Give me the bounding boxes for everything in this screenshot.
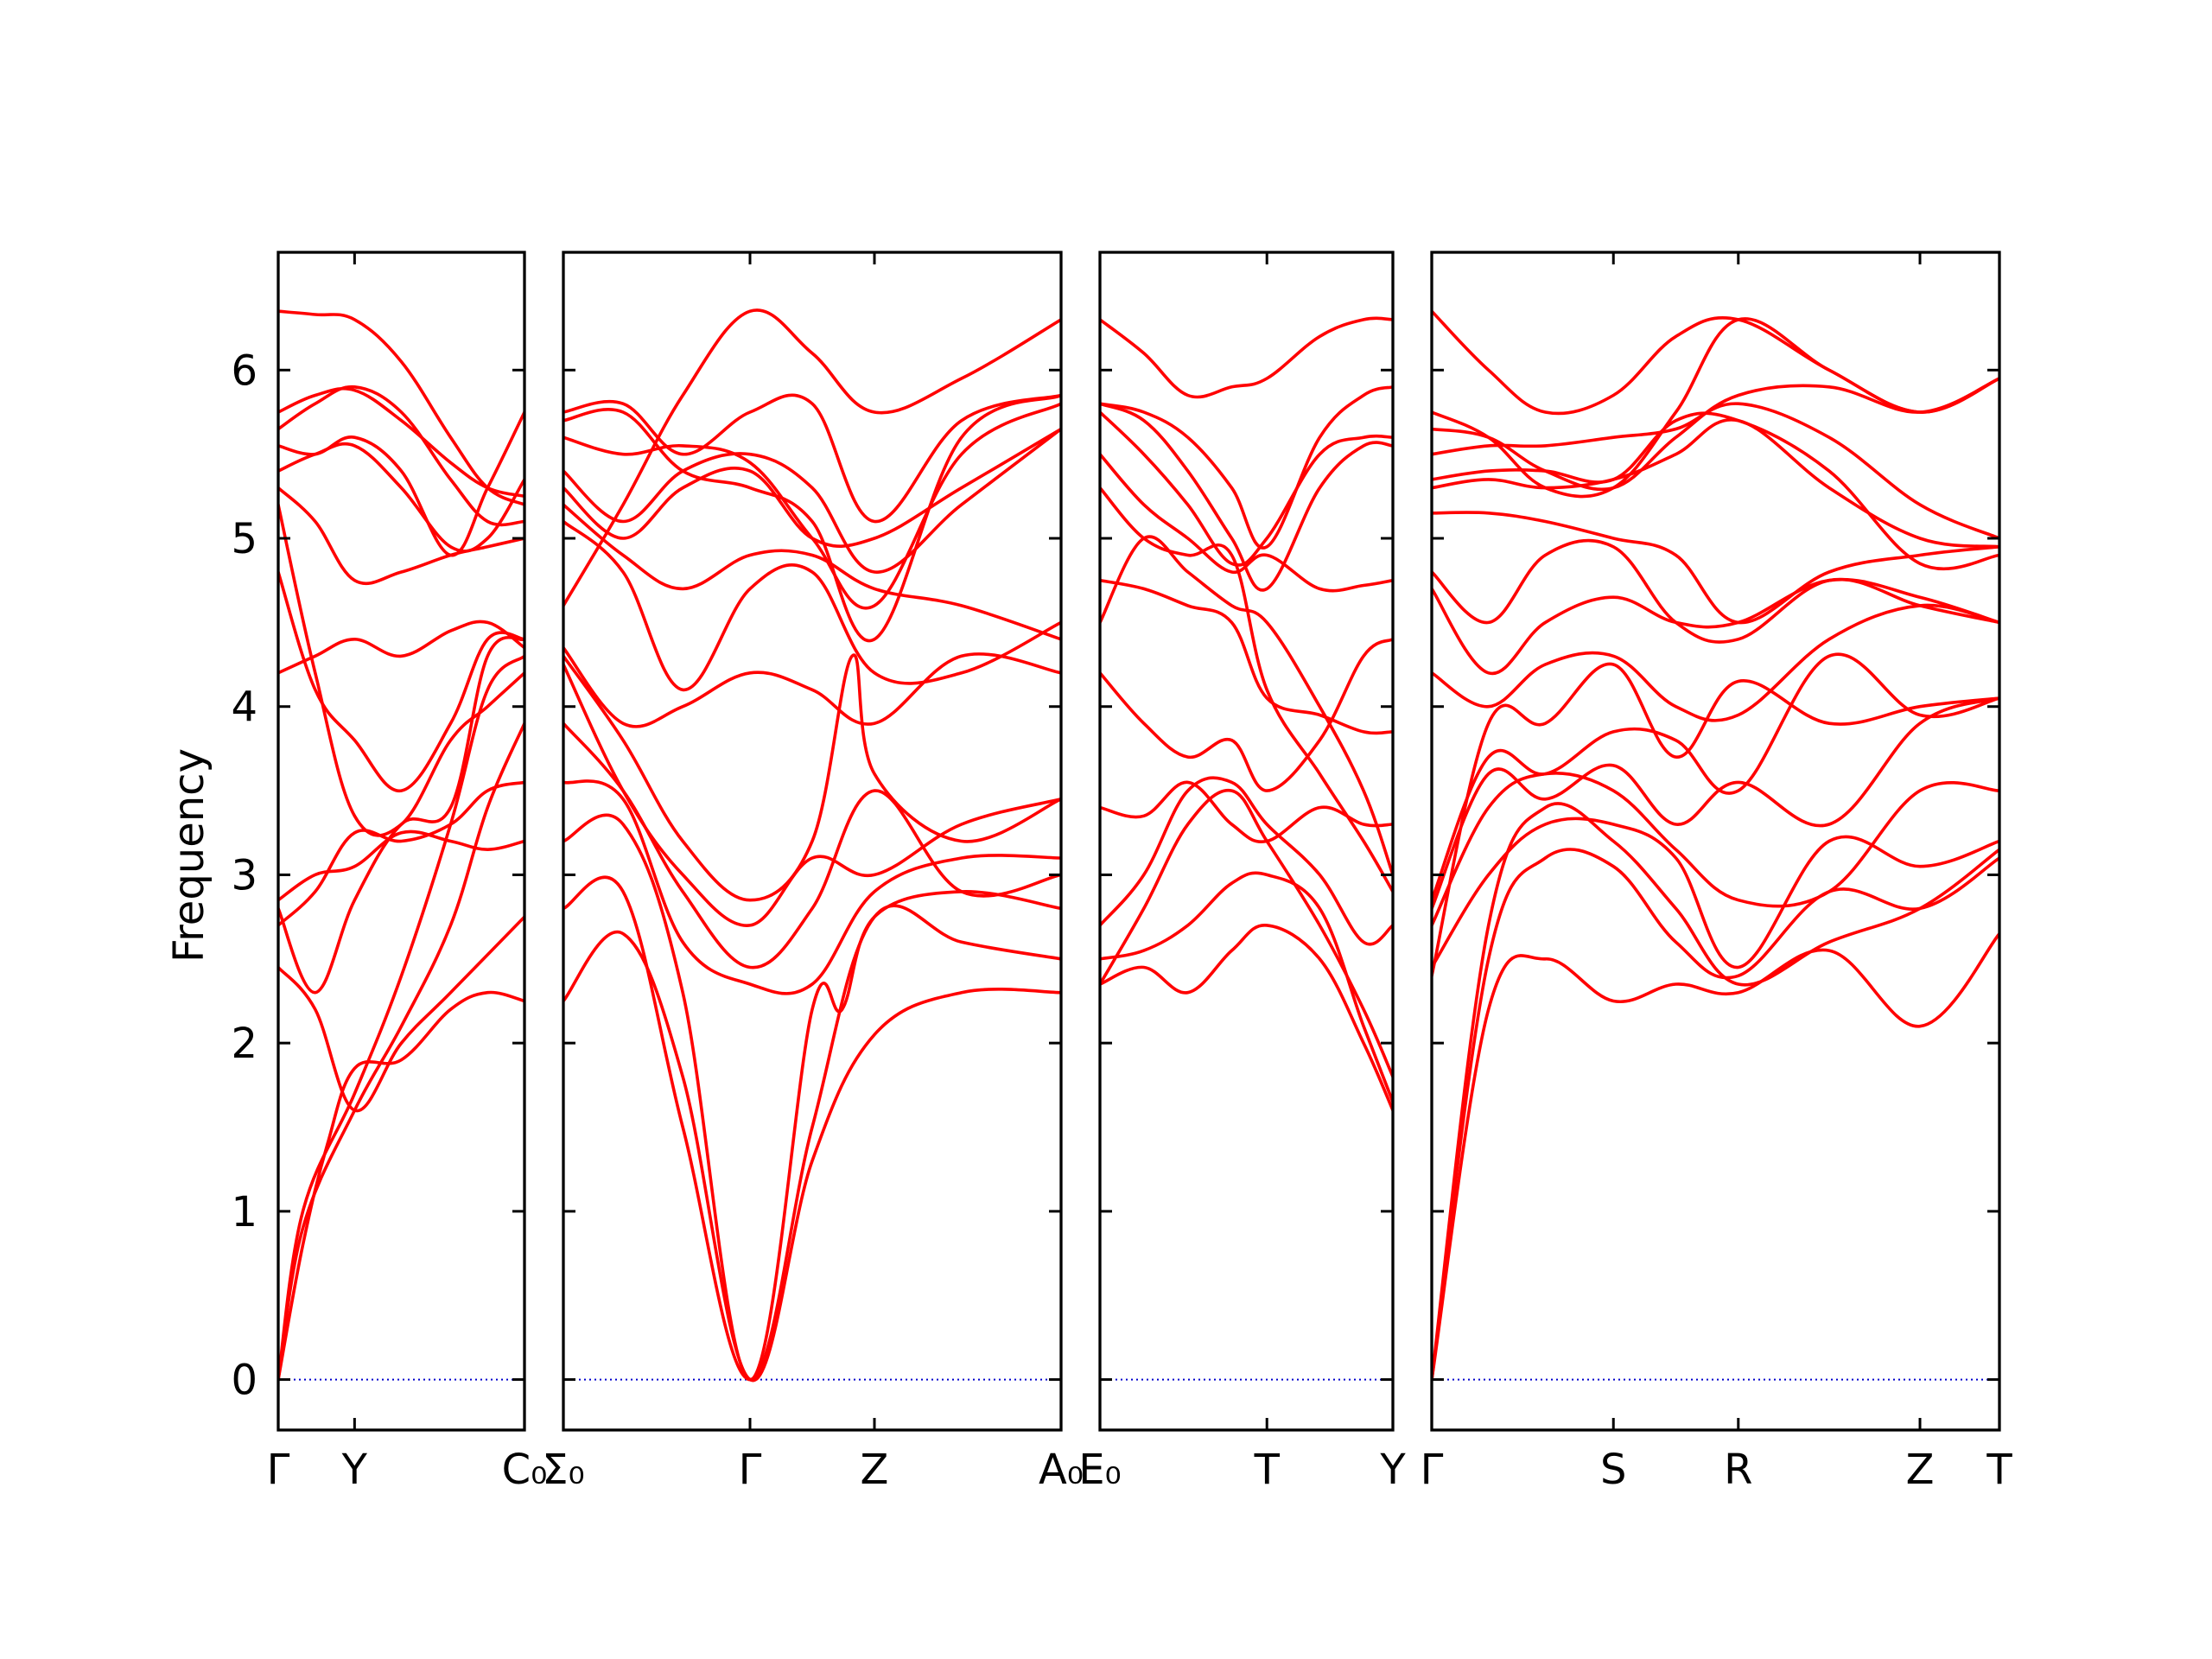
band-line-1-3 [278, 990, 524, 1382]
band-line-2-10 [563, 503, 1061, 641]
band-line-2-1 [563, 930, 1061, 1382]
panel-2-bands [563, 308, 1061, 1382]
band-line-2-8 [563, 645, 1061, 728]
panel-2-frame [562, 251, 1063, 1432]
panel-1-bands [278, 309, 524, 1382]
y-tick-label: 0 [231, 1357, 257, 1405]
panel-3-frame [1098, 251, 1395, 1432]
band-line-2-14 [563, 393, 1061, 643]
band-line-1-2 [278, 654, 524, 1382]
y-tick-label: 6 [231, 346, 257, 395]
band-line-2-3 [563, 813, 1061, 1382]
x-tick-label: R [1724, 1446, 1752, 1494]
band-line-4-8 [1432, 662, 1999, 978]
x-tick-label: A₀ [1039, 1446, 1084, 1494]
band-line-4-9 [1432, 603, 1999, 722]
panel-3-bands [1100, 316, 1393, 1381]
band-line-3-12 [1100, 402, 1393, 592]
band-line-2-13 [563, 402, 1061, 610]
band-line-1-7 [278, 830, 524, 902]
band-line-4-6 [1432, 696, 1999, 911]
x-tick-label: Z [1906, 1446, 1935, 1494]
band-line-1-8 [278, 620, 524, 675]
band-line-4-7 [1432, 652, 1999, 902]
band-line-1-9 [278, 570, 524, 792]
band-line-3-6 [1100, 638, 1393, 792]
band-line-1-14 [278, 385, 524, 527]
band-line-4-2 [1432, 848, 1999, 1382]
band-line-4-4 [1432, 817, 1999, 969]
band-line-1-11 [278, 486, 524, 586]
bands-layer [278, 308, 1999, 1382]
x-tick-label: Y [1379, 1446, 1406, 1494]
band-line-4-15 [1432, 402, 1999, 540]
y-tick-label: 3 [231, 851, 257, 899]
band-line-3-2 [1100, 871, 1393, 1104]
band-line-1-6 [278, 780, 524, 927]
band-line-3-4 [1100, 776, 1393, 946]
band-line-2-2 [563, 875, 1061, 1382]
band-line-4-1 [1432, 931, 1999, 1382]
x-tick-label: Γ [739, 1446, 762, 1494]
band-line-4-13 [1432, 417, 1999, 549]
band-line-3-11 [1100, 410, 1393, 567]
band-line-4-12 [1432, 511, 1999, 625]
band-line-1-1 [278, 721, 524, 1382]
band-line-4-5 [1432, 771, 1999, 927]
y-tick-label: 4 [231, 683, 257, 732]
band-line-3-14 [1100, 316, 1393, 399]
x-tick-label: S [1600, 1446, 1626, 1494]
band-line-1-12 [278, 442, 524, 553]
band-line-2-16 [563, 308, 1061, 607]
x-tick-label: E₀ [1078, 1446, 1122, 1494]
band-line-3-3 [1100, 788, 1393, 1078]
x-tick-label: Z [861, 1446, 889, 1494]
band-line-1-13 [278, 410, 524, 557]
band-line-3-9 [1100, 486, 1393, 893]
x-tick-label: Γ [267, 1446, 290, 1494]
band-line-1-10 [278, 503, 524, 837]
band-line-3-5 [1100, 780, 1393, 843]
band-line-4-3 [1432, 802, 1999, 1382]
band-line-2-11 [563, 427, 1061, 549]
band-line-3-13 [1100, 385, 1393, 550]
band-line-1-4 [278, 915, 524, 1113]
x-tick-label: Σ₀ [542, 1446, 585, 1494]
y-tick-label: 1 [231, 1188, 257, 1236]
band-line-2-9 [563, 519, 1061, 692]
band-line-4-14 [1432, 411, 1999, 571]
panel-4-bands [1432, 309, 1999, 1382]
panel-1-frame [276, 251, 526, 1432]
y-tick-label: 2 [231, 1020, 257, 1068]
x-tick-label: Γ [1421, 1446, 1444, 1494]
band-line-2-4 [563, 779, 1061, 995]
band-line-1-16 [278, 309, 524, 506]
band-line-4-17 [1432, 309, 1999, 416]
band-line-3-8 [1100, 578, 1393, 735]
panel-4-frame [1430, 251, 2001, 1432]
x-tick-label: T [1986, 1446, 2012, 1494]
band-line-2-15 [563, 393, 1061, 524]
x-tick-label: Y [341, 1446, 368, 1494]
band-line-4-11 [1432, 538, 1999, 644]
band-line-2-7 [563, 653, 1061, 902]
band-line-2-12 [563, 427, 1061, 574]
y-tick-label: 5 [231, 515, 257, 563]
y-axis-label: Frequency [165, 748, 213, 963]
band-line-2-6 [563, 663, 1061, 927]
x-tick-label: C₀ [502, 1446, 548, 1494]
x-tick-label: T [1254, 1446, 1281, 1494]
band-line-4-18 [1432, 317, 1999, 499]
band-line-3-1 [1100, 924, 1393, 1112]
